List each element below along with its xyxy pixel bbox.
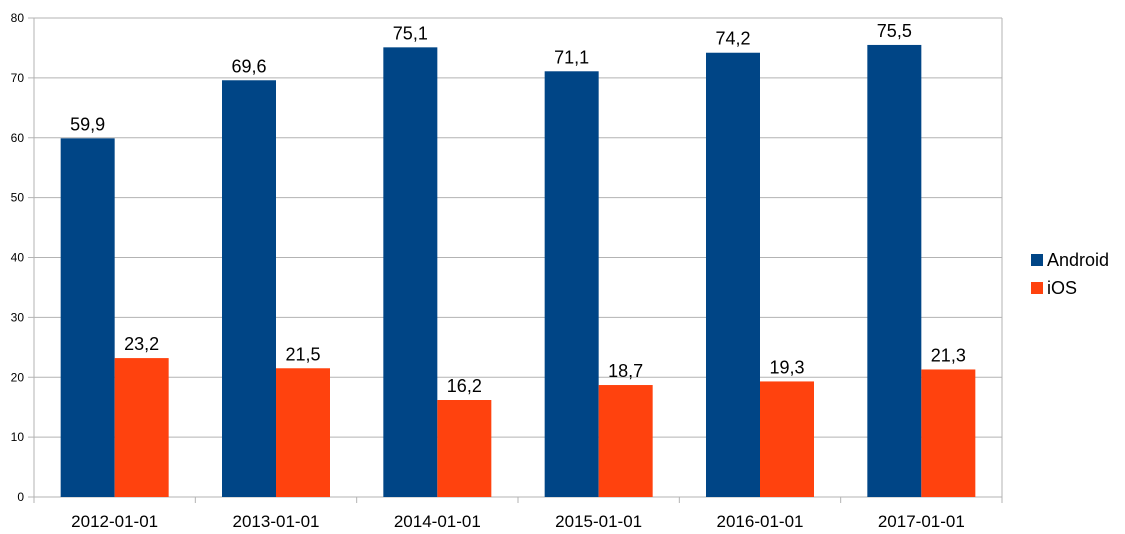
bar-android-2016-01-01 (706, 52, 760, 497)
data-label-android: 59,9 (70, 114, 105, 134)
legend-swatch-android (1031, 254, 1043, 266)
x-tick-label: 2014-01-01 (394, 512, 481, 531)
x-tick-label: 2015-01-01 (555, 512, 642, 531)
y-tick-label: 60 (11, 131, 25, 145)
bar-android-2017-01-01 (867, 44, 922, 497)
data-label-android: 69,6 (231, 56, 266, 76)
bar-android-2015-01-01 (544, 71, 599, 497)
axes (28, 18, 1003, 503)
bar-ios-2014-01-01 (437, 400, 492, 497)
x-tick-label: 2017-01-01 (878, 512, 965, 531)
data-labels: 59,9 23,2 69,6 21,5 75,1 16,2 71,1 18,7 74,2 19,3… (70, 21, 966, 396)
legend-swatch-ios (1031, 282, 1043, 294)
y-tick-label: 30 (11, 310, 25, 324)
bar-ios-2013-01-01 (276, 368, 330, 497)
data-label-android: 75,1 (393, 23, 428, 43)
bar-ios-2012-01-01 (114, 358, 169, 497)
bar-ios-2017-01-01 (921, 369, 976, 497)
y-tick-label: 70 (11, 71, 25, 85)
bar-android-2013-01-01 (222, 80, 276, 498)
x-tick-label: 2012-01-01 (71, 512, 158, 531)
x-tick-label: 2016-01-01 (717, 512, 804, 531)
data-label-ios: 16,2 (447, 376, 482, 396)
y-tick-label: 20 (11, 370, 25, 384)
tick-labels: 0 10 20 30 40 50 60 70 80 2012-01-01 2013-01-01 201… (11, 11, 965, 531)
data-label-ios: 18,7 (608, 361, 643, 381)
data-label-ios: 21,3 (931, 345, 966, 365)
data-label-android: 74,2 (715, 29, 750, 49)
data-label-android: 71,1 (554, 47, 589, 67)
legend-label-ios: iOS (1047, 277, 1078, 298)
data-label-android: 75,5 (877, 21, 912, 41)
bar-android-2012-01-01 (60, 138, 115, 497)
data-label-ios: 19,3 (769, 357, 804, 377)
y-tick-label: 40 (11, 251, 25, 265)
y-tick-label: 0 (17, 490, 24, 504)
y-tick-label: 50 (11, 191, 25, 205)
legend-label-android: Android (1047, 249, 1110, 270)
gridlines (28, 17, 1002, 498)
y-tick-label: 10 (11, 430, 25, 444)
data-label-ios: 23,2 (124, 334, 159, 354)
legend: Android iOS (1031, 246, 1109, 302)
data-label-ios: 21,5 (285, 344, 320, 364)
legend-item-ios: iOS (1031, 274, 1109, 302)
bar-android-2014-01-01 (383, 47, 438, 498)
x-tick-label: 2013-01-01 (233, 512, 320, 531)
bars (60, 44, 976, 498)
bar-ios-2015-01-01 (598, 385, 653, 497)
bar-ios-2016-01-01 (760, 381, 814, 497)
legend-item-android: Android (1031, 246, 1109, 274)
y-tick-label: 80 (11, 11, 25, 25)
